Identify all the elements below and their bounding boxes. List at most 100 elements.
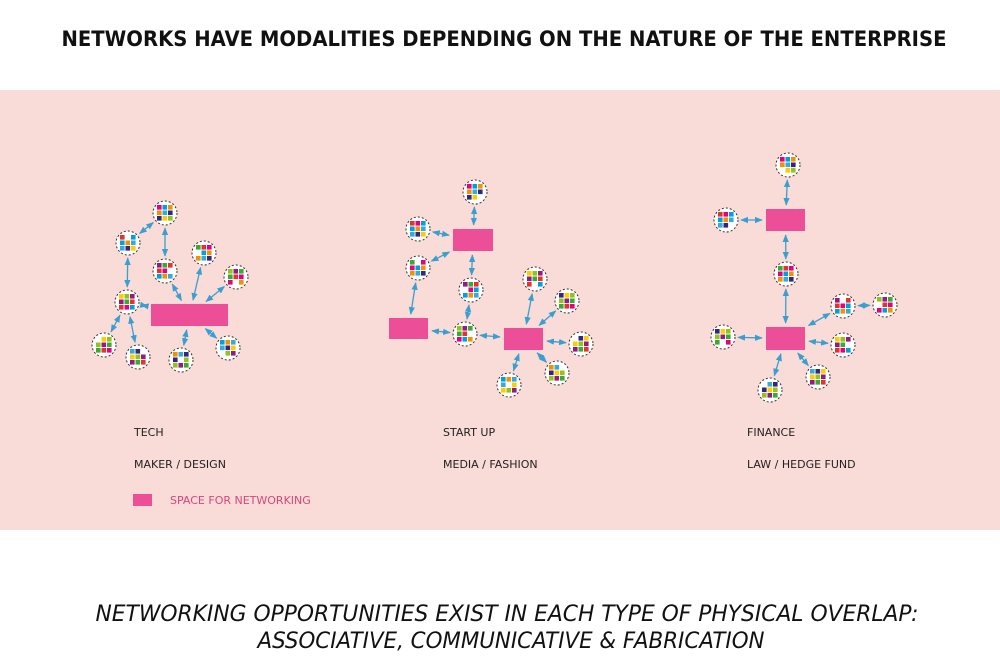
node-cell (234, 275, 239, 280)
node-cell (718, 223, 723, 228)
person-node (92, 333, 116, 357)
node-cell (718, 218, 723, 223)
node-cell (457, 332, 462, 337)
node-cell (220, 346, 225, 351)
node-cell (768, 393, 773, 398)
node-cell (841, 304, 846, 309)
person-node (115, 290, 139, 314)
node-cell (877, 308, 882, 313)
node-cell (816, 369, 821, 374)
node-cell (726, 340, 731, 345)
networking-space (766, 327, 805, 350)
person-node (758, 378, 782, 402)
node-cell (729, 212, 734, 217)
node-cell (778, 277, 783, 282)
legend-swatch (133, 494, 152, 506)
node-cell (780, 163, 785, 168)
diagram-label: START UP (443, 426, 495, 439)
node-cell (573, 347, 578, 352)
node-cell (130, 305, 135, 310)
node-cell (791, 157, 796, 162)
node-cell (239, 280, 244, 285)
node-cell (724, 223, 729, 228)
title: NETWORKS HAVE MODALITIES DEPENDING ON TH… (62, 27, 947, 51)
node-cell (131, 235, 136, 240)
node-cell (762, 393, 767, 398)
networking-space (766, 209, 805, 231)
diagram-sublabel: LAW / HEDGE FUND (747, 458, 856, 471)
node-cell (131, 241, 136, 246)
node-cell (184, 358, 189, 363)
node-cell (157, 216, 162, 221)
node-cell (846, 337, 851, 342)
diagram-sublabel: MAKER / DESIGN (134, 458, 226, 471)
node-cell (226, 346, 231, 351)
node-cell (559, 293, 564, 298)
diagram-label: FINANCE (747, 426, 795, 439)
node-cell (549, 371, 554, 376)
node-cell (196, 256, 201, 261)
node-cell (786, 168, 791, 173)
node-cell (130, 349, 135, 354)
node-cell (157, 269, 162, 274)
node-cell (125, 294, 130, 299)
node-cell (841, 343, 846, 348)
node-cell (416, 266, 421, 271)
node-cell (780, 157, 785, 162)
node-cell (841, 309, 846, 314)
node-cell (410, 221, 415, 226)
node-cell (179, 352, 184, 357)
node-cell (120, 246, 125, 251)
node-cell (478, 190, 483, 195)
connector (474, 207, 475, 225)
node-cell (715, 335, 720, 340)
node-cell (784, 272, 789, 277)
node-cell (559, 299, 564, 304)
node-cell (463, 337, 468, 342)
node-cell (136, 360, 141, 365)
node-cell (163, 274, 168, 279)
node-cell (163, 211, 168, 216)
node-cell (467, 195, 472, 200)
person-node (776, 153, 800, 177)
networking-space (504, 328, 543, 350)
node-cell (835, 337, 840, 342)
node-cell (778, 272, 783, 277)
node-cell (768, 382, 773, 387)
node-cell (126, 241, 131, 246)
node-cell (228, 280, 233, 285)
node-cell (107, 348, 112, 353)
node-cell (846, 298, 851, 303)
node-cell (721, 335, 726, 340)
node-cell (846, 348, 851, 353)
node-cell (579, 342, 584, 347)
person-node (192, 241, 216, 265)
person-node (153, 201, 177, 225)
node-cell (501, 377, 506, 382)
node-cell (512, 388, 517, 393)
node-cell (888, 303, 893, 308)
node-cell (410, 271, 415, 276)
node-cell (786, 157, 791, 162)
node-cell (841, 348, 846, 353)
node-cell (835, 298, 840, 303)
node-cell (410, 260, 415, 265)
person-node (545, 361, 569, 385)
person-node (711, 325, 735, 349)
node-cell (773, 388, 778, 393)
node-cell (141, 360, 146, 365)
node-cell (457, 337, 462, 342)
node-cell (231, 346, 236, 351)
node-cell (231, 340, 236, 345)
node-cell (207, 256, 212, 261)
node-cell (816, 375, 821, 380)
node-cell (789, 272, 794, 277)
footer-line: NETWORKING OPPORTUNITIES EXIST IN EACH T… (96, 602, 919, 627)
node-cell (119, 305, 124, 310)
node-cell (789, 277, 794, 282)
node-cell (120, 241, 125, 246)
node-cell (778, 266, 783, 271)
node-cell (226, 340, 231, 345)
node-cell (846, 309, 851, 314)
node-cell (202, 251, 207, 256)
